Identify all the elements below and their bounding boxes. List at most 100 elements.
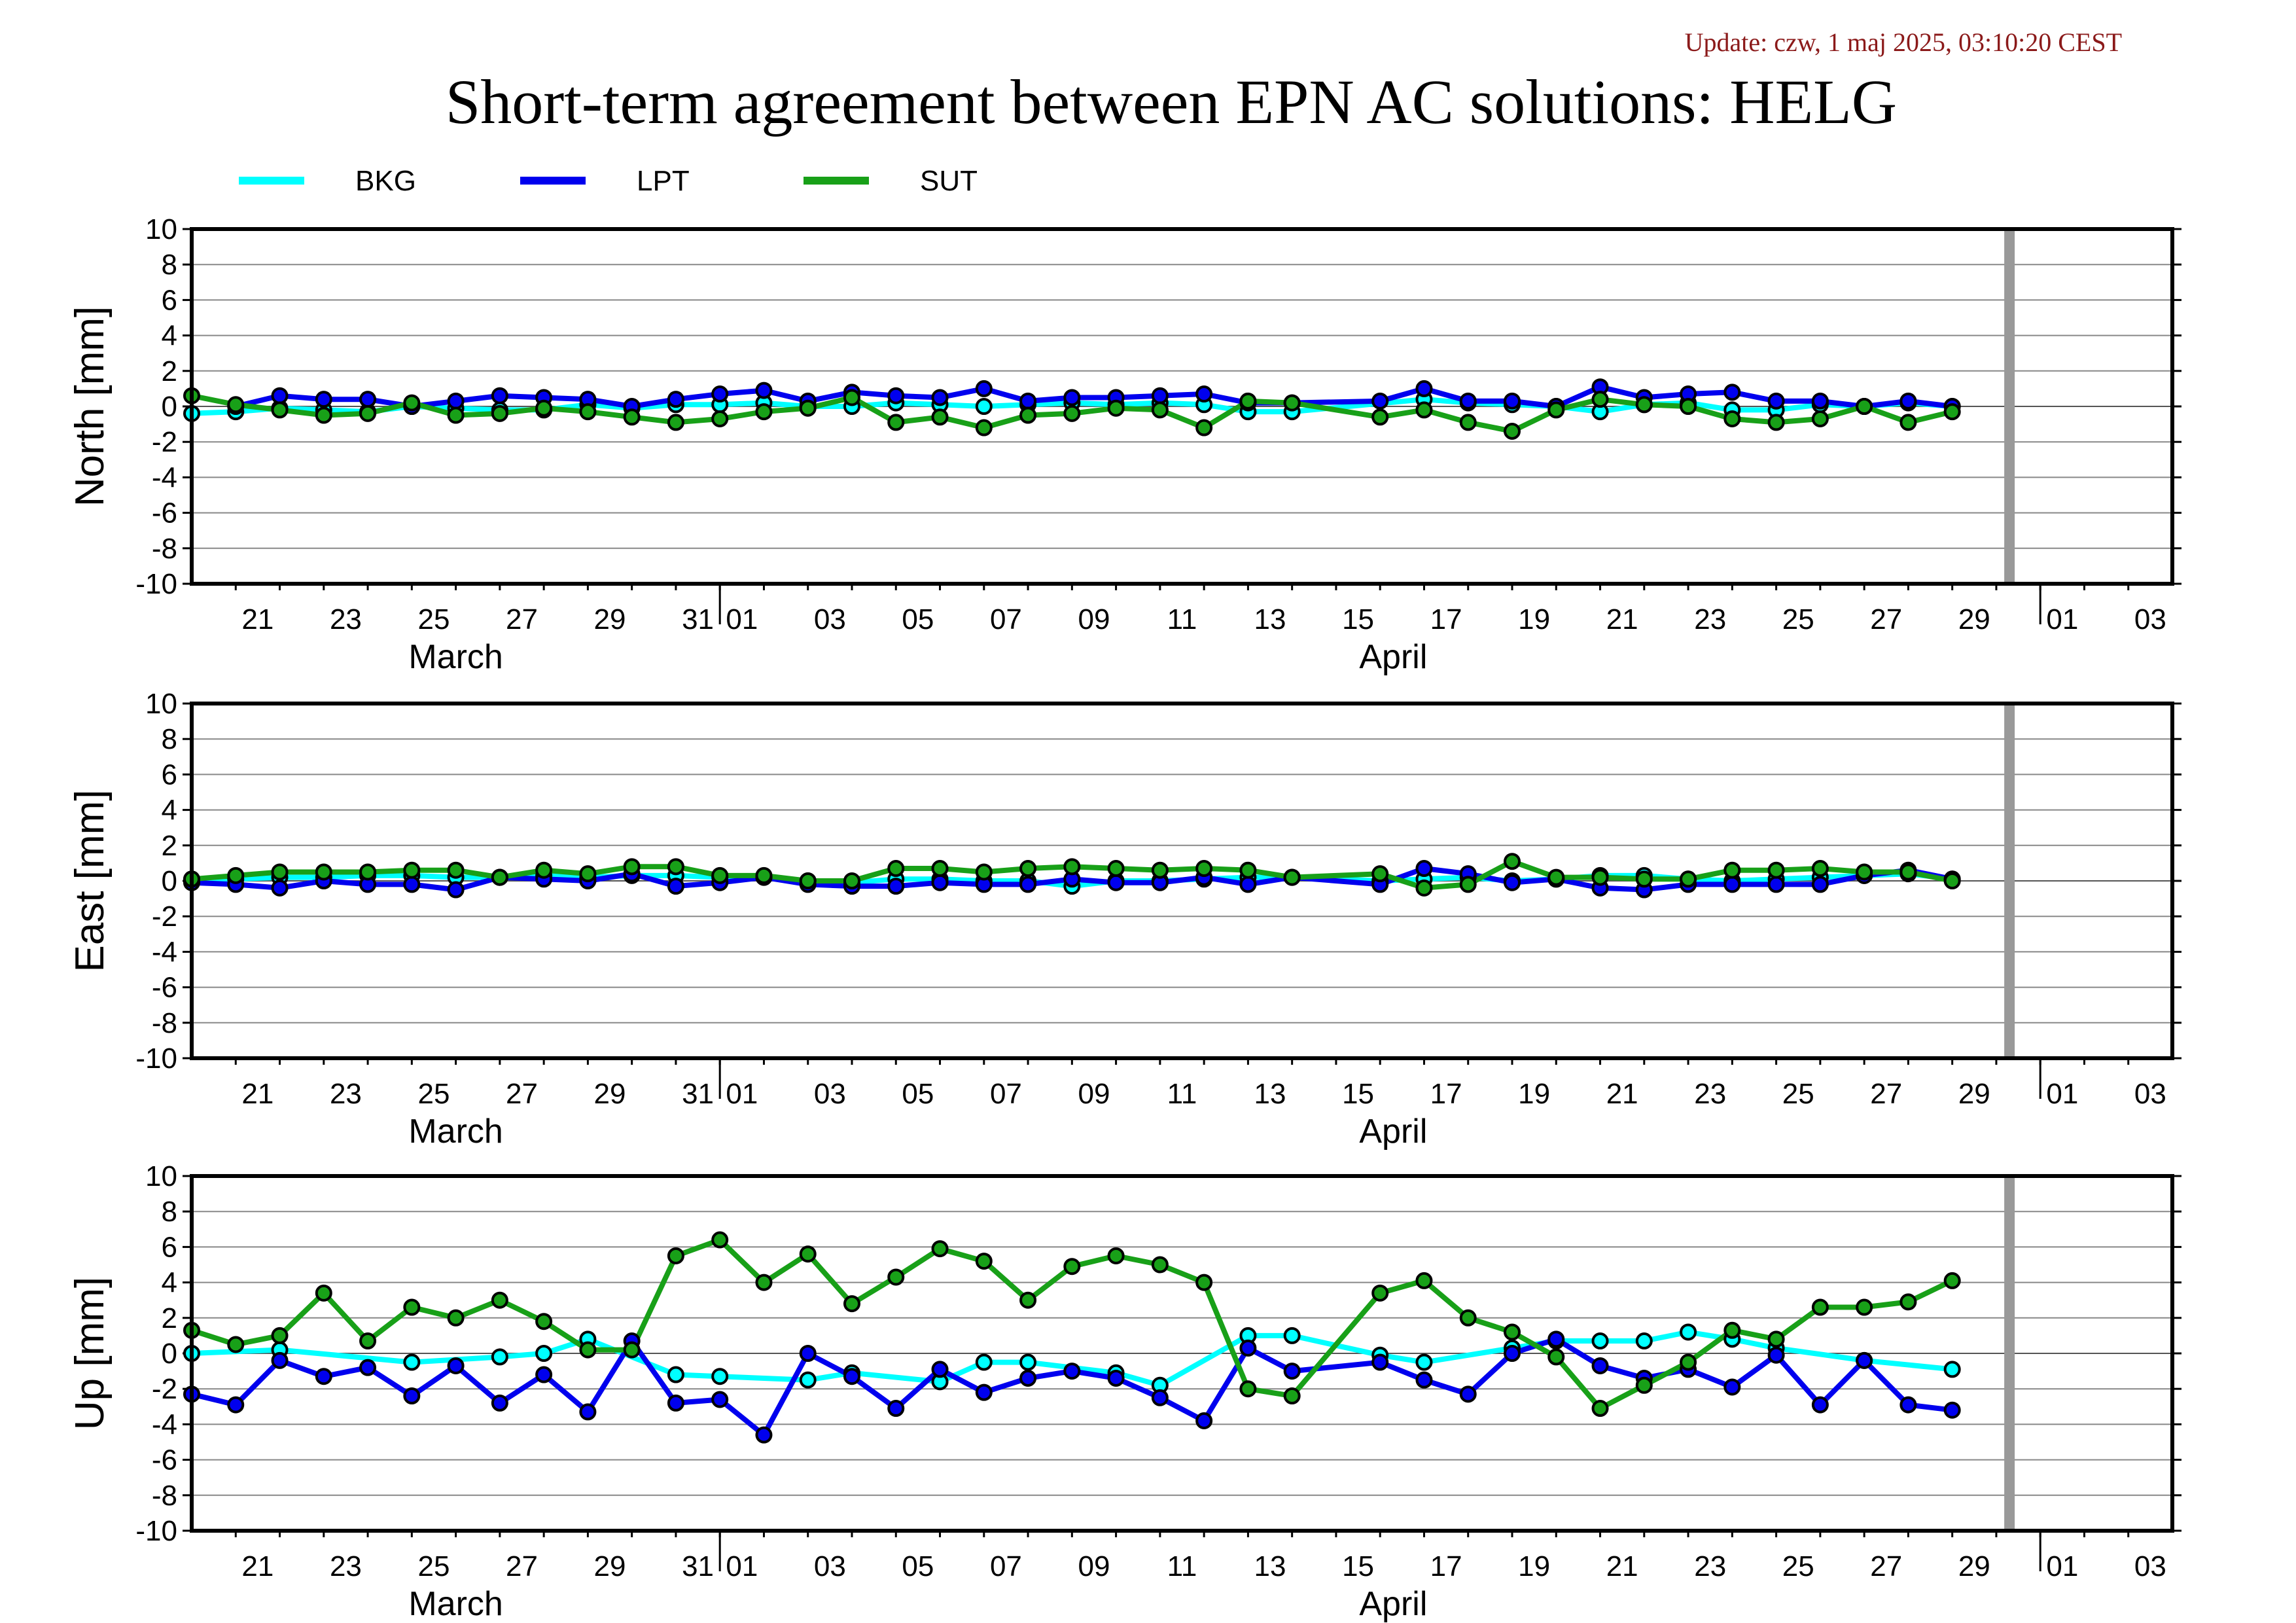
y-tick-label: 4 <box>162 794 177 827</box>
x-tick-label: 27 <box>506 1078 538 1110</box>
x-tick-label: 17 <box>1430 1078 1462 1110</box>
data-point-lpt <box>271 387 289 404</box>
data-point-lpt <box>887 1400 905 1418</box>
data-point-sut <box>1591 391 1609 408</box>
data-point-lpt <box>315 1368 332 1385</box>
data-point-sut <box>1371 408 1389 426</box>
data-point-sut <box>1547 401 1565 419</box>
y-tick-label: -6 <box>152 972 177 1004</box>
x-tick-label: 31 <box>682 1078 714 1110</box>
data-point-sut <box>1283 394 1301 412</box>
data-point-lpt <box>975 1383 993 1401</box>
chart-title: Short-term agreement between EPN AC solu… <box>446 67 1897 137</box>
data-point-lpt <box>1459 392 1477 410</box>
x-tick-label: 29 <box>594 1078 626 1110</box>
data-point-sut <box>1899 1293 1917 1311</box>
data-point-bkg <box>1635 1332 1653 1350</box>
data-point-sut <box>799 872 817 889</box>
data-point-bkg <box>1283 1327 1301 1344</box>
x-tick-label: 23 <box>330 1550 362 1582</box>
series-line-lpt <box>191 866 1953 893</box>
data-point-sut <box>227 396 245 414</box>
data-point-sut <box>711 866 729 884</box>
y-tick-label: 6 <box>162 1231 177 1263</box>
x-tick-label: 23 <box>1694 1550 1726 1582</box>
y-tick-label: 2 <box>162 355 177 387</box>
month-label: March <box>408 1113 503 1150</box>
data-point-bkg <box>403 1353 421 1371</box>
x-tick-label: 11 <box>1167 1078 1197 1110</box>
x-tick-label: 05 <box>902 1550 934 1582</box>
month-label: March <box>408 638 503 676</box>
data-point-sut <box>975 419 993 437</box>
y-tick-label: 2 <box>162 1302 177 1334</box>
data-point-sut <box>1899 414 1917 431</box>
x-tick-label: 03 <box>814 603 846 635</box>
data-point-sut <box>1371 1284 1389 1302</box>
y-tick-label: -8 <box>152 1480 177 1512</box>
data-point-sut <box>579 403 597 421</box>
data-point-sut <box>1151 401 1169 419</box>
x-tick-label: 09 <box>1078 1078 1110 1110</box>
data-point-bkg <box>1591 1332 1609 1350</box>
data-point-lpt <box>1019 1369 1037 1387</box>
data-point-sut <box>711 410 729 427</box>
data-point-lpt <box>1239 1339 1257 1357</box>
data-point-sut <box>755 866 773 884</box>
data-point-lpt <box>1107 1369 1125 1387</box>
data-point-sut <box>447 861 465 879</box>
y-tick-label: 10 <box>145 688 177 720</box>
data-point-sut <box>755 1274 773 1291</box>
y-tick-label: -10 <box>135 1043 177 1075</box>
data-point-sut <box>1723 861 1741 879</box>
data-point-sut <box>227 1336 245 1353</box>
data-point-lpt <box>359 1359 377 1376</box>
x-tick-label: 31 <box>682 603 714 635</box>
data-point-lpt <box>799 1345 817 1362</box>
data-point-lpt <box>1415 860 1433 878</box>
y-tick-label: -4 <box>152 461 177 493</box>
data-point-sut <box>1107 399 1125 417</box>
series-line-sut <box>191 393 1953 434</box>
data-point-lpt <box>1504 1345 1521 1362</box>
data-point-lpt <box>1899 1396 1917 1414</box>
x-tick-label: 05 <box>902 1078 934 1110</box>
y-tick-label: 10 <box>145 1160 177 1192</box>
x-tick-label: 29 <box>1958 1078 1990 1110</box>
data-point-sut <box>535 861 553 879</box>
x-tick-label: 15 <box>1342 1550 1374 1582</box>
data-point-sut <box>1504 853 1521 870</box>
y-tick-label: 8 <box>162 249 177 281</box>
data-point-sut <box>1856 398 1873 415</box>
data-point-lpt <box>359 391 377 408</box>
data-point-sut <box>271 863 289 881</box>
x-tick-label: 25 <box>417 603 450 635</box>
data-point-sut <box>1811 410 1829 427</box>
data-point-sut <box>799 1245 817 1263</box>
x-tick-label: 01 <box>726 603 758 635</box>
data-point-lpt <box>1239 876 1257 893</box>
data-point-sut <box>1811 860 1829 878</box>
data-point-sut <box>1591 1400 1609 1418</box>
data-point-sut <box>1195 419 1213 437</box>
data-point-sut <box>1943 872 1961 889</box>
data-point-sut <box>1019 860 1037 878</box>
data-point-sut <box>1635 870 1653 888</box>
data-point-sut <box>1504 422 1521 440</box>
legend-item-lpt: LPT <box>520 165 690 197</box>
data-point-lpt <box>271 1351 289 1369</box>
data-point-lpt <box>403 876 421 893</box>
data-point-bkg <box>1680 1323 1697 1341</box>
x-tick-label: 25 <box>1782 1078 1814 1110</box>
data-point-lpt <box>1591 1357 1609 1374</box>
data-point-sut <box>315 863 332 881</box>
x-tick-label: 01 <box>2046 1078 2078 1110</box>
data-point-sut <box>1151 861 1169 879</box>
data-point-sut <box>403 394 421 412</box>
x-tick-label: 27 <box>1870 603 1902 635</box>
data-point-sut <box>667 858 684 876</box>
data-point-lpt <box>843 1368 860 1385</box>
data-point-bkg <box>535 1345 553 1362</box>
